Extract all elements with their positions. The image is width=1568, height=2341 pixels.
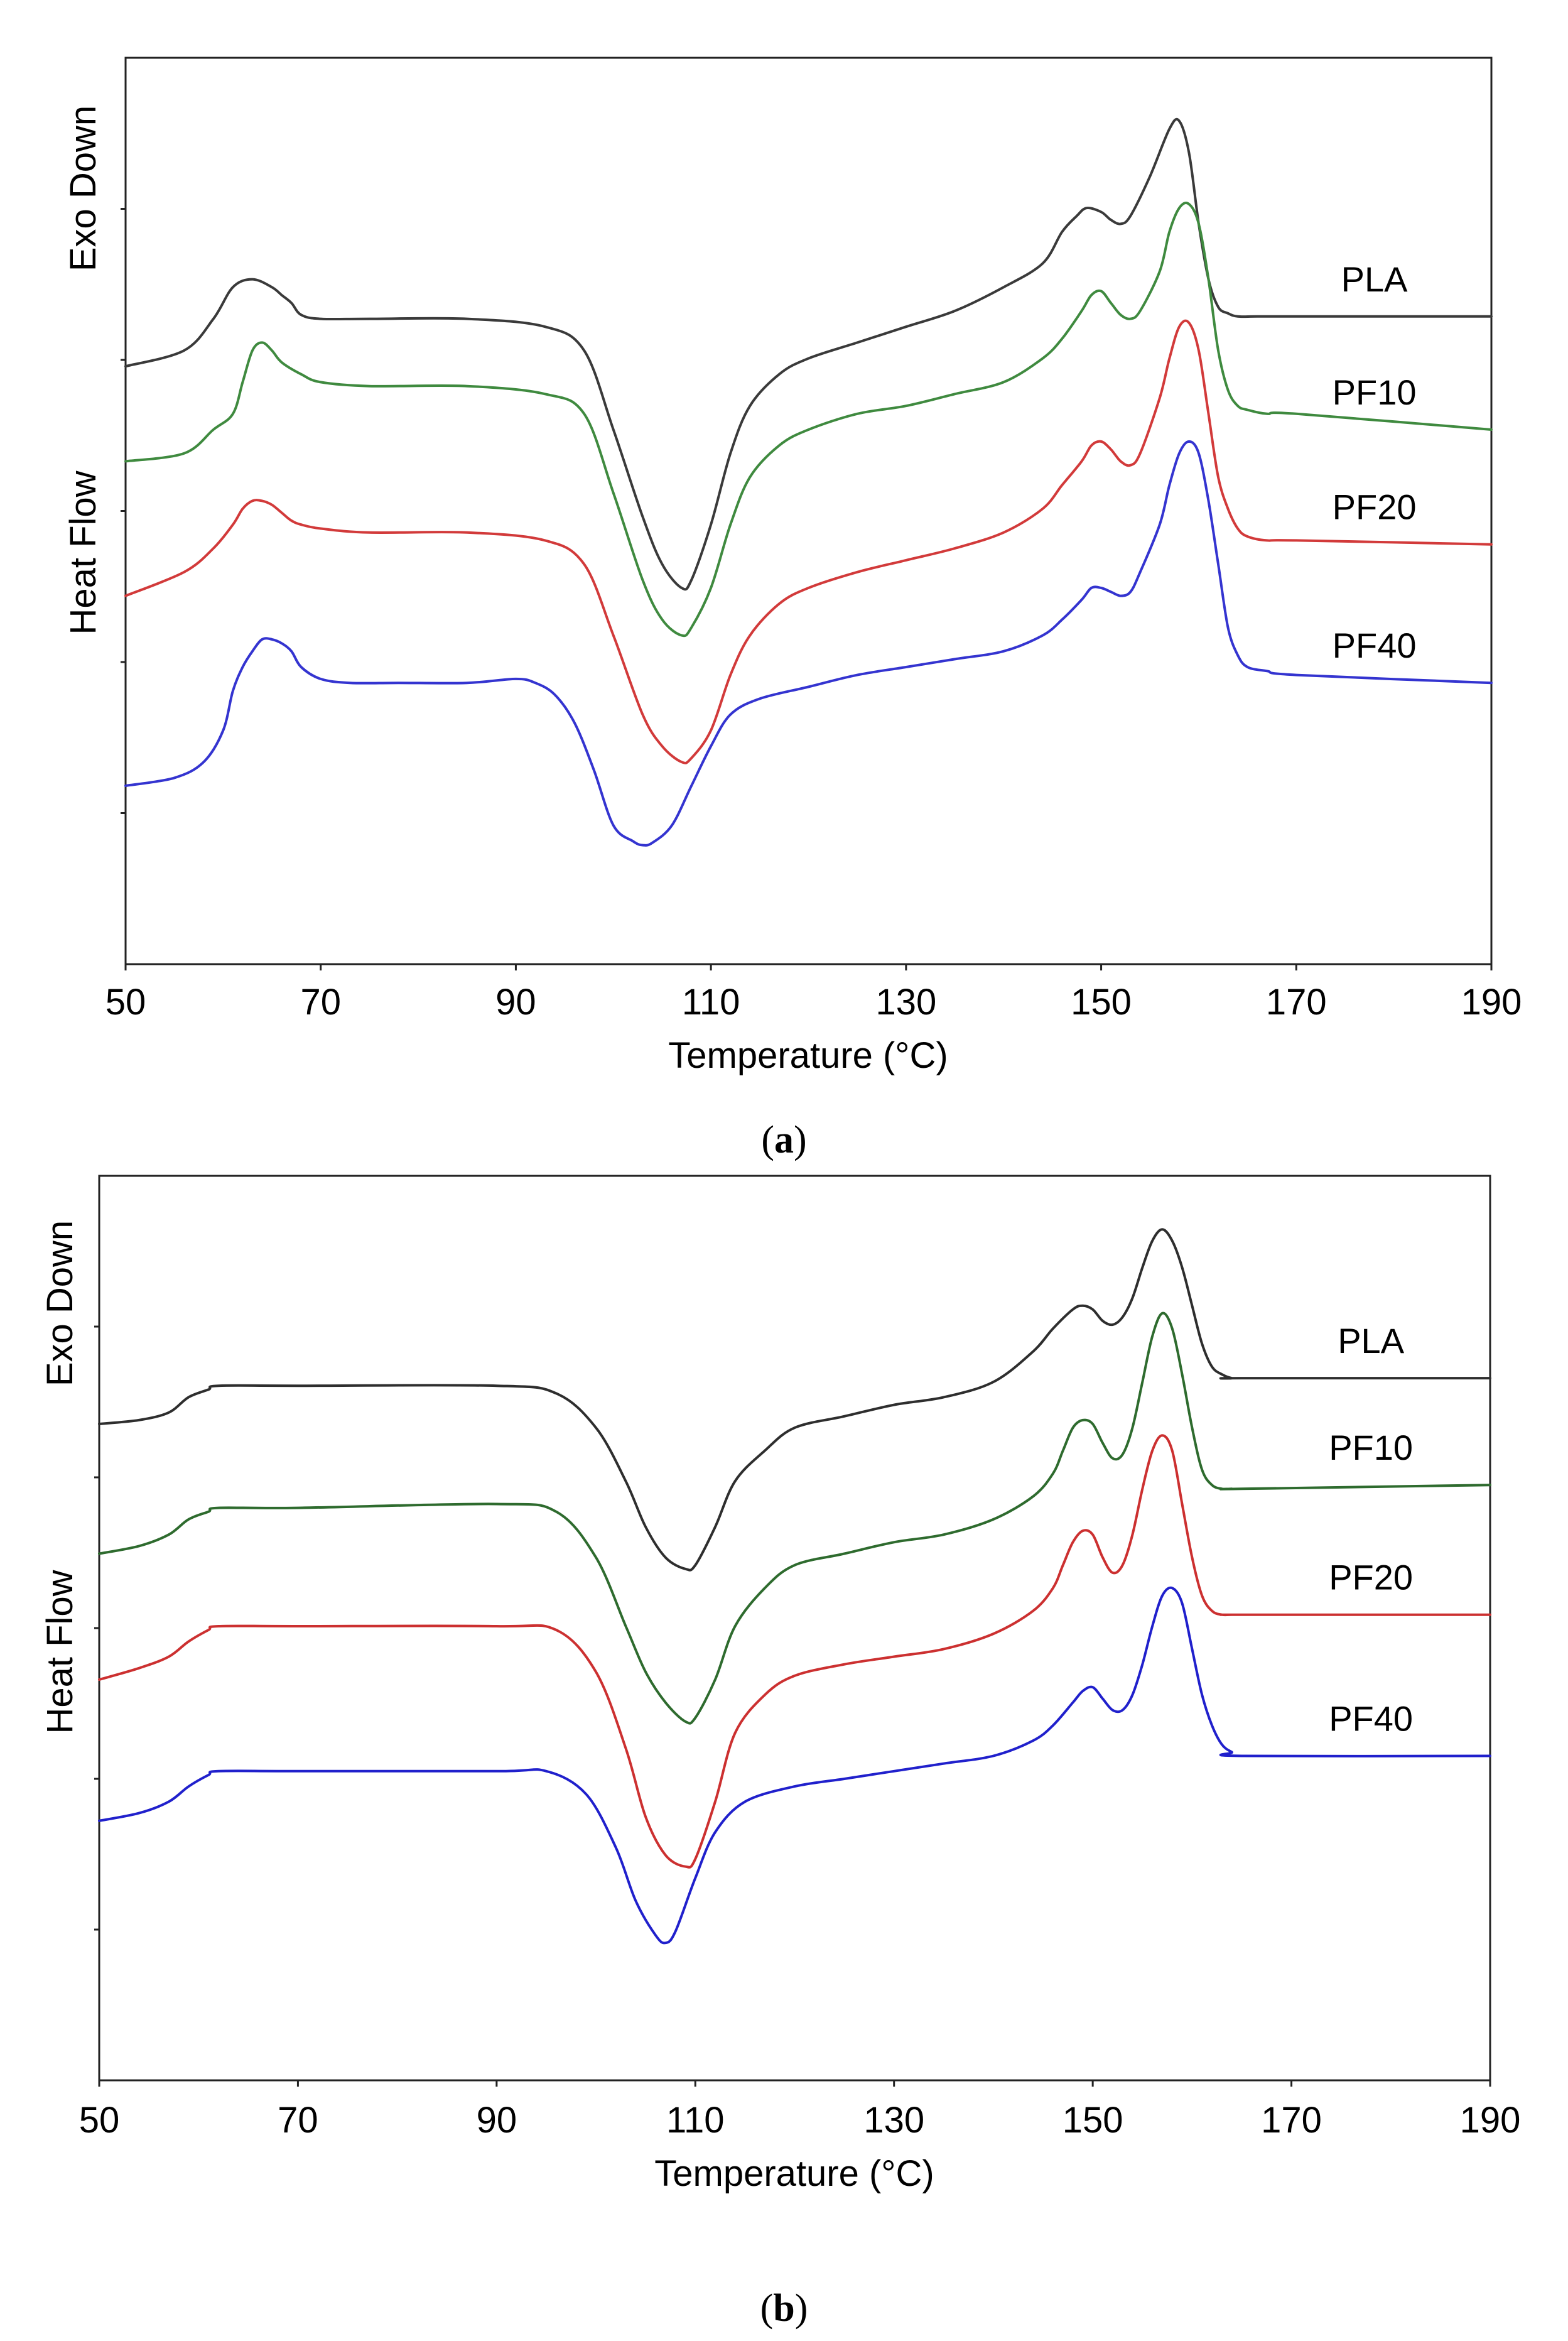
x-tick-label: 150 bbox=[1071, 982, 1132, 1023]
x-tick-label: 150 bbox=[1062, 2100, 1123, 2141]
series-line-pf20 bbox=[98, 1434, 1491, 1869]
series-label-pf40: PF40 bbox=[1333, 626, 1417, 665]
x-axis-title: Temperature (°C) bbox=[654, 2153, 934, 2194]
x-tick-label: 190 bbox=[1460, 2100, 1521, 2141]
series-line-pf10 bbox=[98, 1312, 1491, 1725]
y-tick-marks bbox=[94, 1325, 99, 1931]
series-lines bbox=[98, 1228, 1491, 1945]
x-tick-label: 130 bbox=[863, 2100, 924, 2141]
x-tick-label: 70 bbox=[278, 2100, 318, 2141]
x-axis-title: Temperature (°C) bbox=[668, 1035, 948, 1076]
chart-panel-b: 50 70 90 110 130 150 170 190 PLA PF10 PF20 PF40 Te… bbox=[40, 1175, 1521, 2194]
x-tick-label: 90 bbox=[477, 2100, 517, 2141]
caption-a-letter: a bbox=[774, 1119, 794, 1161]
series-label-pla: PLA bbox=[1341, 259, 1408, 299]
y-axis-title-top: Exo Down bbox=[63, 106, 104, 271]
y-axis-title-top: Exo Down bbox=[40, 1220, 80, 1386]
series-line-pla bbox=[98, 1228, 1491, 1572]
caption-b-letter: b bbox=[773, 2287, 795, 2330]
y-axis-title-bottom: Heat Flow bbox=[63, 470, 104, 634]
caption-b: (b) bbox=[760, 2287, 808, 2330]
series-labels: PLA PF10 PF20 PF40 bbox=[1333, 259, 1417, 665]
series-label-pf40: PF40 bbox=[1329, 1699, 1413, 1739]
y-tick-marks bbox=[121, 208, 126, 814]
series-label-pf20: PF20 bbox=[1329, 1558, 1413, 1597]
x-tick-label: 170 bbox=[1266, 982, 1327, 1023]
series-lines bbox=[124, 117, 1493, 847]
series-label-pf10: PF10 bbox=[1329, 1428, 1413, 1467]
series-label-pf20: PF20 bbox=[1333, 487, 1417, 527]
series-line-pf40 bbox=[124, 440, 1493, 847]
x-tick-labels: 50 70 90 110 130 150 170 190 bbox=[105, 964, 1522, 1023]
x-tick-label: 130 bbox=[875, 982, 936, 1023]
series-label-pf10: PF10 bbox=[1333, 372, 1417, 412]
series-line-pf10 bbox=[124, 202, 1493, 638]
series-line-pf20 bbox=[124, 319, 1493, 764]
series-label-pla: PLA bbox=[1338, 1321, 1404, 1361]
x-tick-label: 110 bbox=[666, 2100, 724, 2141]
series-labels: PLA PF10 PF20 PF40 bbox=[1329, 1321, 1413, 1738]
x-tick-labels: 50 70 90 110 130 150 170 190 bbox=[79, 2080, 1521, 2141]
x-tick-label: 170 bbox=[1261, 2100, 1322, 2141]
chart-panel-a: 50 70 90 110 130 150 170 190 PLA PF10 PF20 PF40 Te… bbox=[63, 57, 1522, 1076]
x-tick-label: 190 bbox=[1461, 982, 1522, 1023]
plot-frame bbox=[124, 57, 1493, 965]
plot-frame bbox=[98, 1175, 1491, 2082]
caption-a: (a) bbox=[761, 1119, 807, 1161]
x-tick-label: 90 bbox=[495, 982, 536, 1023]
series-line-pla bbox=[124, 117, 1493, 591]
x-tick-label: 110 bbox=[682, 982, 740, 1023]
series-line-pf40 bbox=[98, 1586, 1491, 1945]
x-tick-label: 50 bbox=[79, 2100, 120, 2141]
x-tick-label: 50 bbox=[105, 982, 146, 1023]
y-axis-title-bottom: Heat Flow bbox=[40, 1569, 80, 1734]
x-tick-label: 70 bbox=[300, 982, 341, 1023]
